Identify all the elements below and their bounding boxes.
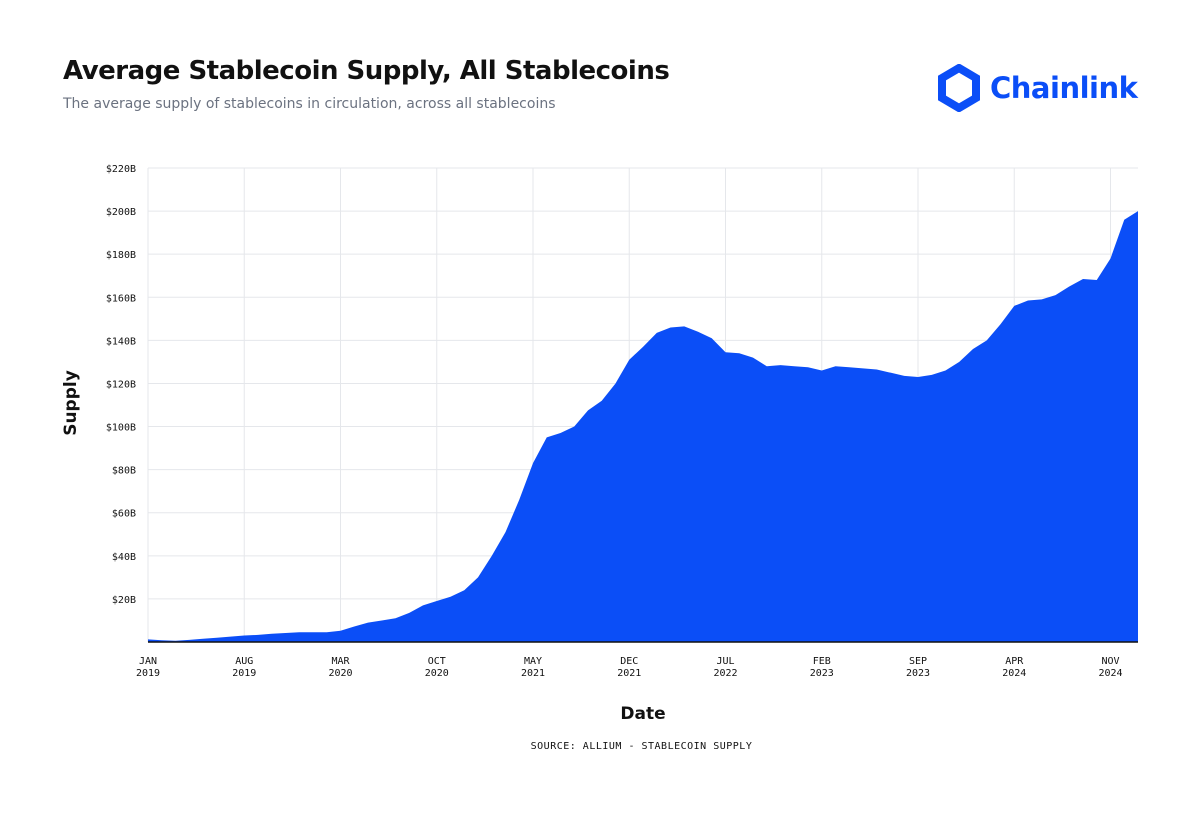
x-tick-label: AUG 2019 (232, 656, 256, 679)
y-tick-label: $80B (112, 466, 136, 477)
x-tick-year: 2024 (1098, 668, 1122, 679)
x-tick-month: SEP (909, 656, 927, 667)
y-tick-label: $20B (112, 595, 136, 606)
x-tick-label: DEC 2021 (617, 656, 641, 679)
y-tick-labels: $20B $40B $60B $80B $100B $120B $140B $160B $180… (106, 164, 136, 606)
y-axis-label: Supply (61, 370, 81, 436)
x-tick-year: 2019 (232, 668, 256, 679)
y-tick-label: $60B (112, 509, 136, 520)
y-tick-label: $140B (106, 336, 136, 347)
x-tick-month: FEB (813, 656, 831, 667)
y-tick-label: $100B (106, 423, 136, 434)
x-tick-month: DEC (620, 656, 638, 667)
x-tick-month: OCT (428, 656, 446, 667)
x-tick-month: AUG (235, 656, 253, 667)
chainlink-hexagon-icon (938, 64, 980, 112)
y-tick-label: $160B (106, 293, 136, 304)
x-tick-year: 2023 (906, 668, 930, 679)
x-tick-label: OCT 2020 (425, 656, 449, 679)
y-tick-label: $180B (106, 250, 136, 261)
x-tick-label: NOV 2024 (1098, 656, 1122, 679)
chart-subtitle: The average supply of stablecoins in cir… (63, 96, 556, 112)
x-tick-year: 2022 (713, 668, 737, 679)
x-tick-label: MAR 2020 (328, 656, 352, 679)
brand-logo: Chainlink (938, 60, 1138, 116)
x-tick-year: 2021 (521, 668, 545, 679)
y-tick-label: $120B (106, 379, 136, 390)
x-tick-label: FEB 2023 (810, 656, 834, 679)
y-tick-label: $220B (106, 164, 136, 175)
x-tick-year: 2020 (425, 668, 449, 679)
brand-name: Chainlink (990, 71, 1138, 105)
x-tick-month: MAR (331, 656, 350, 667)
x-tick-year: 2019 (136, 668, 160, 679)
x-tick-label: JAN 2019 (136, 656, 160, 679)
x-tick-year: 2020 (328, 668, 352, 679)
x-tick-label: SEP 2023 (906, 656, 930, 679)
x-tick-label: JUL 2022 (713, 656, 737, 679)
supply-area-series (148, 211, 1138, 642)
x-tick-month: JUL (716, 656, 734, 667)
x-tick-month: MAY (524, 656, 542, 667)
source-note: SOURCE: ALLIUM - STABLECOIN SUPPLY (530, 741, 753, 752)
x-tick-label: MAY 2021 (521, 656, 545, 679)
x-tick-month: NOV (1101, 656, 1119, 667)
x-tick-label: APR 2024 (1002, 656, 1026, 679)
y-tick-label: $200B (106, 207, 136, 218)
x-tick-year: 2021 (617, 668, 641, 679)
chart-title: Average Stablecoin Supply, All Stablecoi… (63, 56, 670, 86)
x-axis-label: Date (620, 704, 665, 724)
x-tick-year: 2023 (810, 668, 834, 679)
x-tick-month: APR (1005, 656, 1024, 667)
x-tick-year: 2024 (1002, 668, 1026, 679)
y-tick-label: $40B (112, 552, 136, 563)
x-tick-month: JAN (139, 656, 157, 667)
